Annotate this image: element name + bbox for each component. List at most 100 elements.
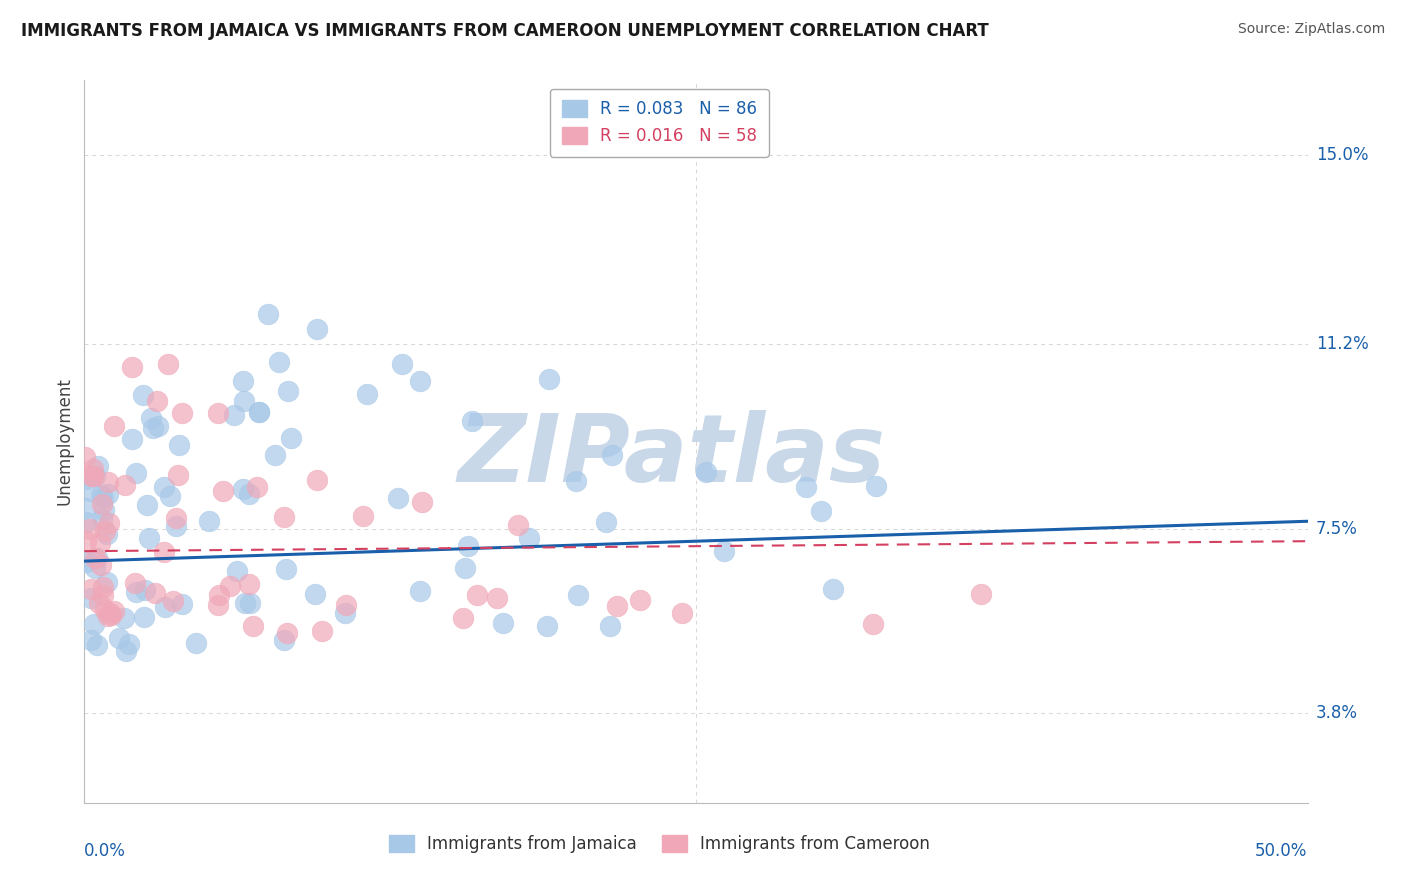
- Point: [538, 372, 561, 386]
- Point: [225, 564, 247, 578]
- Point: [408, 584, 430, 599]
- Point: [172, 405, 194, 419]
- Point: [247, 405, 270, 419]
- Point: [118, 637, 141, 651]
- Point: [794, 480, 817, 494]
- Point: [408, 374, 430, 388]
- Point: [83, 617, 105, 632]
- Point: [599, 619, 621, 633]
- Point: [273, 632, 295, 647]
- Point: [595, 515, 617, 529]
- Point: [79, 582, 101, 596]
- Text: Source: ZipAtlas.com: Source: ZipAtlas.com: [1237, 22, 1385, 37]
- Point: [80, 468, 103, 483]
- Point: [167, 438, 190, 452]
- Point: [84, 550, 107, 565]
- Point: [238, 487, 260, 501]
- Point: [519, 531, 541, 545]
- Point: [121, 432, 143, 446]
- Point: [97, 487, 120, 501]
- Point: [311, 624, 333, 639]
- Point: [138, 531, 160, 545]
- Point: [257, 308, 280, 322]
- Point: [208, 588, 231, 602]
- Point: [172, 597, 194, 611]
- Point: [277, 384, 299, 399]
- Point: [114, 644, 136, 658]
- Point: [247, 405, 270, 419]
- Point: [242, 619, 264, 633]
- Point: [132, 610, 155, 624]
- Point: [165, 511, 187, 525]
- Point: [93, 503, 115, 517]
- Point: [713, 544, 735, 558]
- Point: [335, 599, 357, 613]
- Point: [821, 582, 844, 596]
- Text: 0.0%: 0.0%: [84, 842, 127, 860]
- Point: [75, 515, 97, 529]
- Point: [80, 632, 103, 647]
- Point: [75, 472, 97, 486]
- Point: [212, 484, 235, 499]
- Point: [276, 626, 298, 640]
- Point: [125, 466, 148, 480]
- Point: [630, 593, 652, 607]
- Point: [86, 551, 108, 566]
- Text: 3.8%: 3.8%: [1316, 704, 1358, 723]
- Point: [90, 558, 112, 572]
- Point: [114, 477, 136, 491]
- Point: [91, 588, 114, 602]
- Point: [167, 468, 190, 483]
- Point: [391, 357, 413, 371]
- Point: [86, 459, 108, 474]
- Point: [93, 580, 115, 594]
- Point: [222, 408, 245, 422]
- Point: [457, 539, 479, 553]
- Point: [232, 375, 254, 389]
- Point: [387, 491, 409, 505]
- Point: [465, 588, 488, 602]
- Point: [91, 512, 114, 526]
- Point: [79, 484, 101, 499]
- Point: [86, 638, 108, 652]
- Point: [970, 586, 993, 600]
- Point: [536, 619, 558, 633]
- Point: [695, 465, 717, 479]
- Point: [267, 355, 290, 369]
- Point: [107, 631, 129, 645]
- Point: [84, 561, 107, 575]
- Legend: Immigrants from Jamaica, Immigrants from Cameroon: Immigrants from Jamaica, Immigrants from…: [382, 828, 936, 860]
- Point: [485, 591, 508, 605]
- Point: [246, 479, 269, 493]
- Point: [506, 518, 529, 533]
- Point: [233, 393, 256, 408]
- Point: [89, 596, 111, 610]
- Point: [80, 591, 103, 606]
- Text: 50.0%: 50.0%: [1256, 842, 1308, 860]
- Point: [356, 387, 378, 401]
- Point: [280, 431, 302, 445]
- Point: [139, 411, 162, 425]
- Text: 7.5%: 7.5%: [1316, 520, 1358, 538]
- Point: [100, 607, 122, 622]
- Point: [207, 406, 229, 420]
- Point: [73, 501, 96, 516]
- Point: [124, 575, 146, 590]
- Point: [93, 524, 115, 539]
- Point: [90, 487, 112, 501]
- Point: [124, 585, 146, 599]
- Point: [132, 388, 155, 402]
- Point: [233, 596, 256, 610]
- Point: [305, 322, 328, 336]
- Point: [98, 606, 121, 620]
- Point: [207, 598, 229, 612]
- Point: [305, 473, 328, 487]
- Point: [810, 504, 832, 518]
- Point: [97, 475, 120, 489]
- Y-axis label: Unemployment: Unemployment: [55, 377, 73, 506]
- Point: [276, 562, 298, 576]
- Point: [197, 514, 219, 528]
- Point: [567, 588, 589, 602]
- Point: [454, 561, 477, 575]
- Point: [112, 611, 135, 625]
